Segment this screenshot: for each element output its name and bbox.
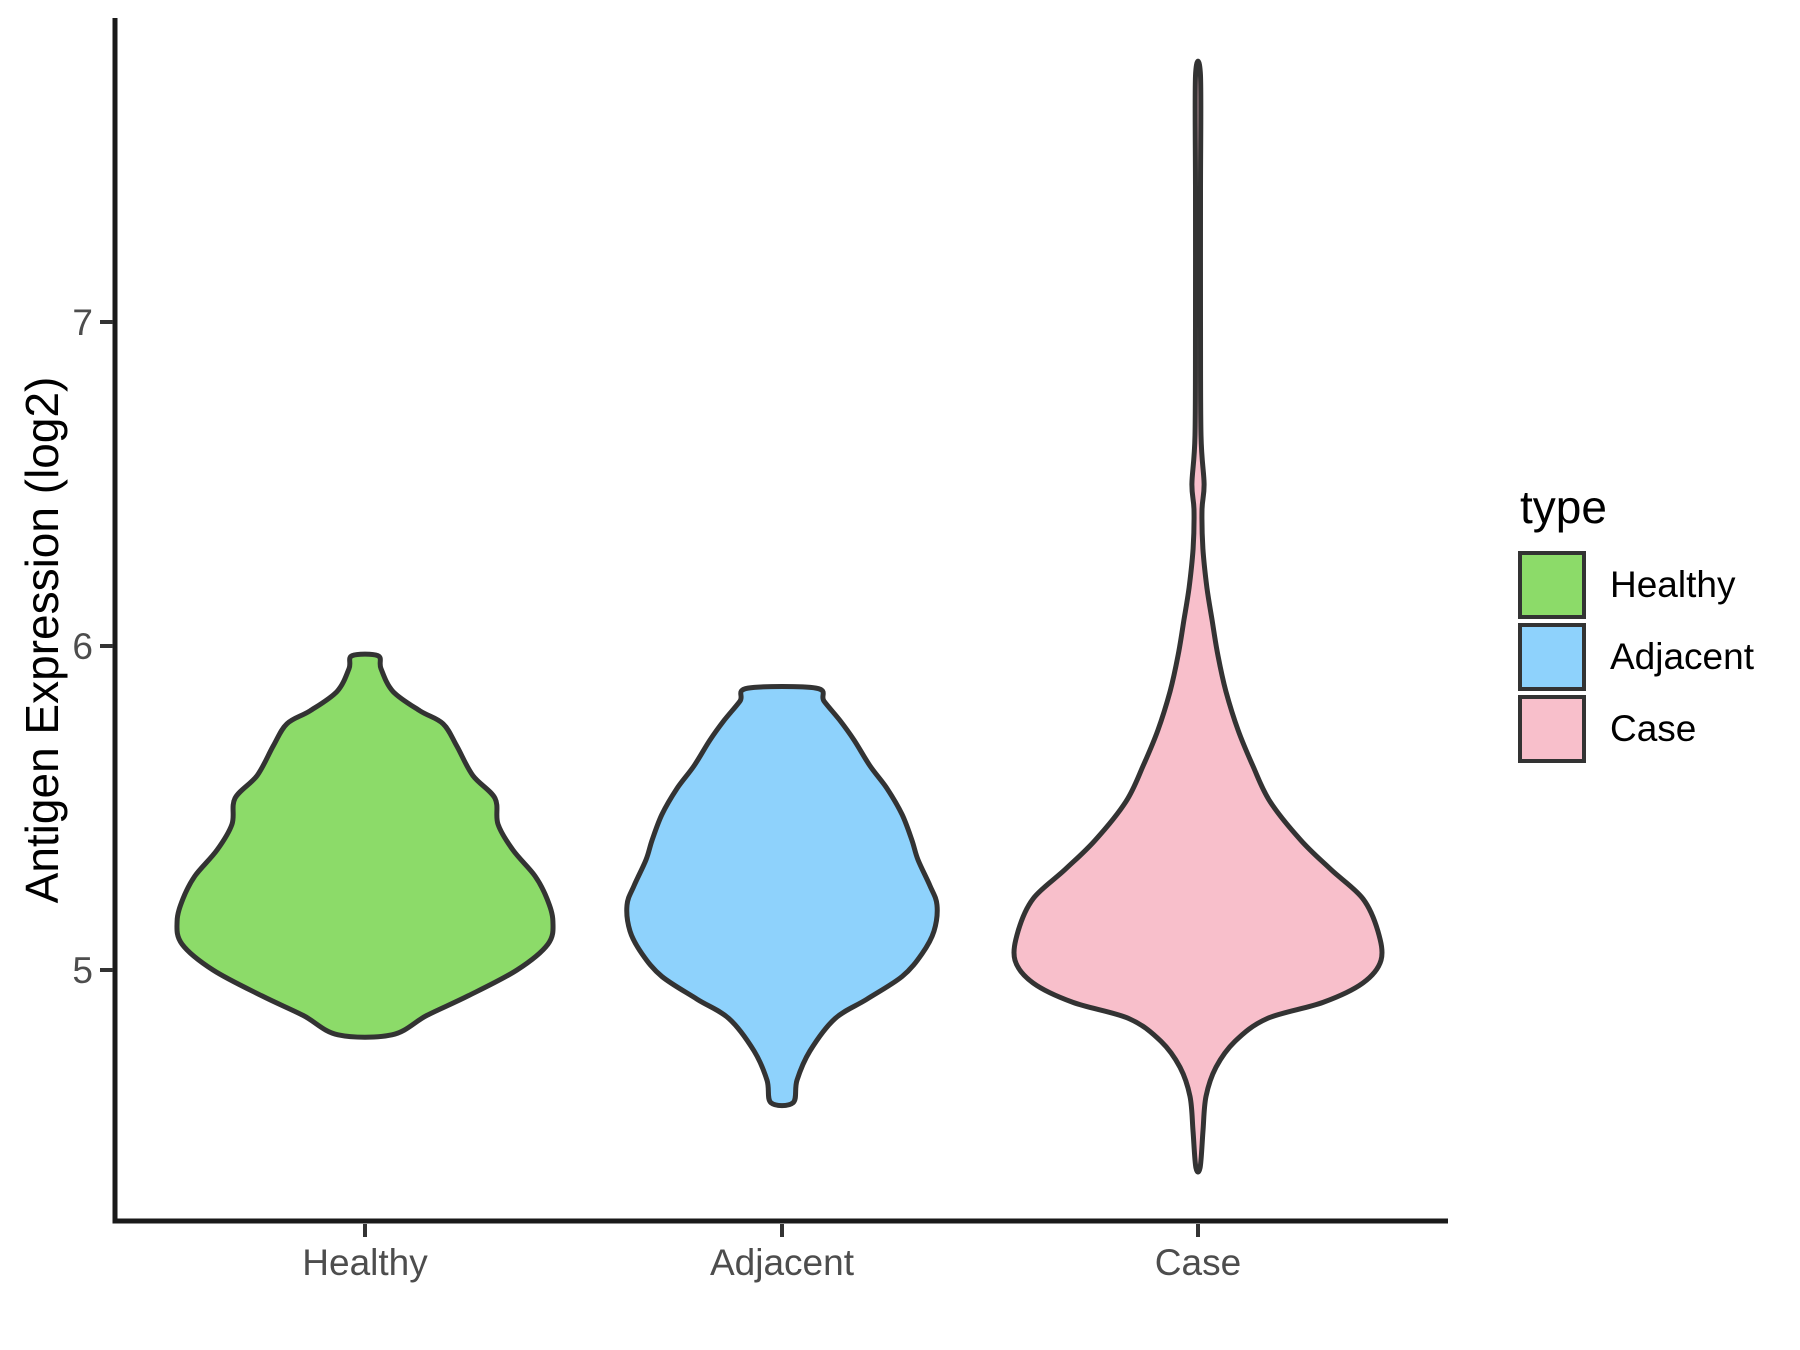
legend: type Healthy Adjacent Case [1518, 482, 1754, 767]
legend-title: type [1520, 481, 1607, 533]
x-tick-label-healthy: Healthy [302, 1242, 428, 1283]
legend-swatch-case [1518, 694, 1586, 763]
legend-item-adjacent: Adjacent [1518, 622, 1754, 691]
x-axis-ticks: Healthy Adjacent Case [302, 1224, 1241, 1283]
y-tick-label: 7 [72, 302, 93, 343]
x-tick-label-adjacent: Adjacent [710, 1242, 855, 1283]
violin-adjacent [624, 684, 940, 1109]
legend-label-case: Case [1610, 707, 1697, 749]
violin-healthy [174, 651, 556, 1040]
y-axis-ticks: 5 6 7 [72, 302, 113, 991]
violins [174, 58, 1385, 1175]
legend-swatch-healthy [1518, 550, 1586, 619]
y-tick-label: 6 [72, 626, 93, 667]
legend-item-healthy: Healthy [1518, 550, 1754, 619]
legend-item-case: Case [1518, 694, 1754, 763]
legend-label-healthy: Healthy [1610, 563, 1736, 605]
legend-label-adjacent: Adjacent [1610, 635, 1754, 677]
x-tick-label-case: Case [1155, 1242, 1241, 1283]
violin-case [1011, 58, 1385, 1175]
legend-swatch-adjacent [1518, 622, 1586, 691]
y-axis-title: Antigen Expression (log2) [16, 376, 68, 904]
y-tick-label: 5 [72, 950, 93, 991]
